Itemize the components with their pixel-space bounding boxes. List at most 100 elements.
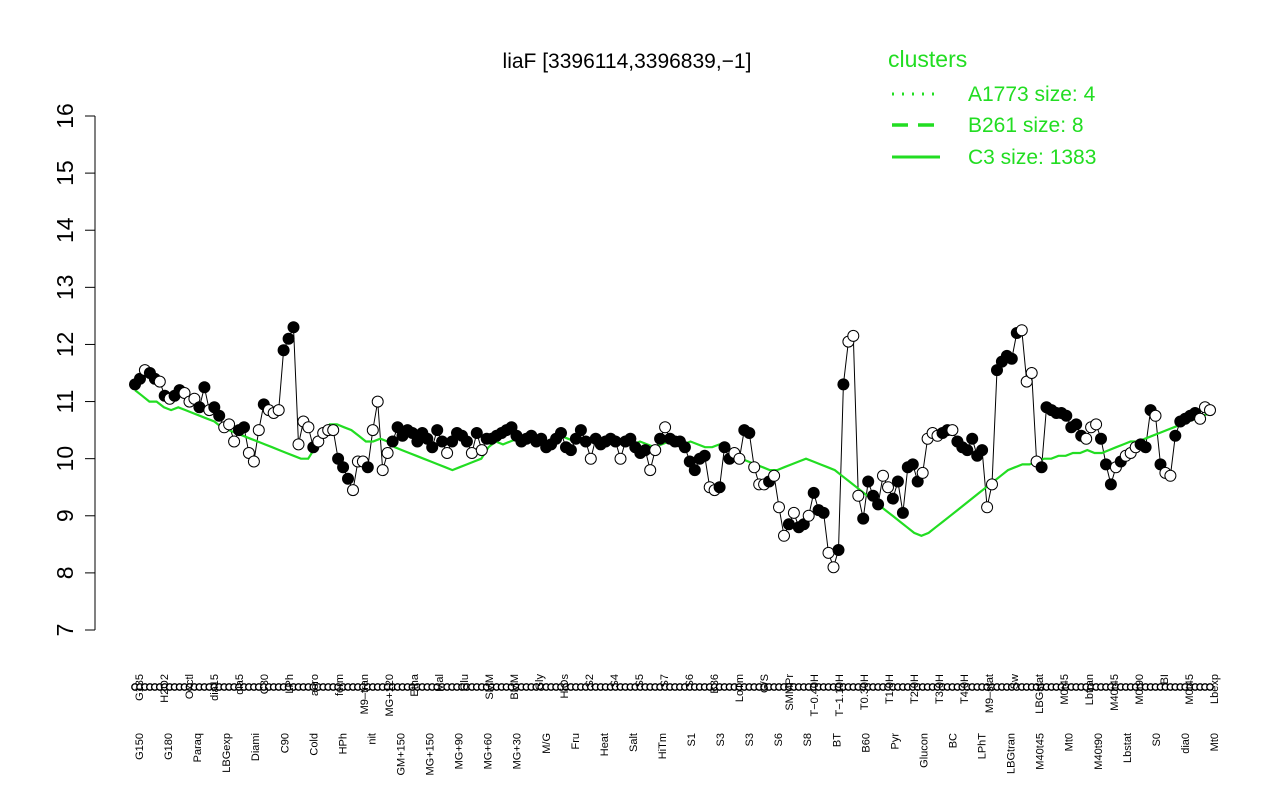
data-point xyxy=(644,464,657,477)
data-point xyxy=(857,512,870,525)
data-point xyxy=(787,506,800,519)
data-point xyxy=(981,501,994,514)
x-tick-label: S1 xyxy=(686,733,698,746)
x-tick-label: Cold xyxy=(308,733,320,756)
x-tick-label: T−0.40H xyxy=(809,674,821,717)
x-tick-label: MG+90 xyxy=(454,733,466,769)
data-point xyxy=(713,481,726,494)
x-tick-label: MG+30 xyxy=(512,733,524,769)
data-point xyxy=(1005,352,1018,365)
x-tick-label: S7 xyxy=(659,674,671,687)
x-tick-label: MG+120 xyxy=(384,674,396,717)
x-tick-label: G/S xyxy=(759,674,771,693)
x-tick-label: LPh xyxy=(284,674,296,694)
data-point xyxy=(465,447,478,459)
x-tick-label: S6 xyxy=(684,674,696,687)
data-point xyxy=(431,424,444,437)
x-tick-label: H2O2 xyxy=(159,674,171,703)
data-point xyxy=(1164,469,1177,482)
x-tick-label: BT xyxy=(831,733,843,747)
x-tick-label: Lbtran xyxy=(1084,674,1096,705)
data-point xyxy=(678,441,691,454)
x-tick-label: S2 xyxy=(584,674,596,687)
data-point xyxy=(782,518,795,531)
x-tick-label: T3.0H xyxy=(934,674,946,704)
data-point xyxy=(1035,461,1048,474)
data-point xyxy=(153,375,166,388)
x-tick-label: S6 xyxy=(773,733,785,746)
x-tick-label: HiOs xyxy=(559,674,571,699)
data-point xyxy=(272,404,285,417)
data-point xyxy=(733,452,746,465)
x-tick-label: M9–tran xyxy=(359,674,371,714)
data-point xyxy=(802,509,815,522)
x-tick-label: Mal xyxy=(434,674,446,692)
data-point xyxy=(277,344,290,357)
data-point xyxy=(852,489,865,502)
x-tick-label: C30 xyxy=(259,674,271,694)
data-point xyxy=(698,449,711,462)
x-tick-label: SMMPr xyxy=(784,674,796,711)
x-tick-label: BI xyxy=(1159,674,1171,684)
data-point xyxy=(773,501,785,514)
data-point xyxy=(961,444,974,457)
legend: clusters A1773 size: 4 B261 size: 8 C3 s… xyxy=(888,46,1096,169)
data-point xyxy=(574,424,587,437)
data-point xyxy=(649,444,662,457)
x-tick-label: Glucon xyxy=(919,733,931,768)
x-labels-upper: G135 H2O2 Oxctl dia15 dia5 C30 LPh aero ferm M9–t… xyxy=(134,673,1221,716)
data-point xyxy=(287,321,300,334)
data-point xyxy=(832,544,845,556)
legend-label-b261: B261 size: 8 xyxy=(968,114,1084,137)
x-tick-label: Diami xyxy=(250,733,262,761)
x-tick-label: ferm xyxy=(334,674,346,696)
legend-label-c3: C3 size: 1383 xyxy=(968,146,1096,169)
data-point xyxy=(743,427,756,439)
data-point xyxy=(837,378,850,391)
legend-label-a1773: A1773 size: 4 xyxy=(968,83,1096,106)
x-tick-label: Mt0 xyxy=(1064,733,1076,751)
x-tick-label: Sw xyxy=(1009,674,1021,689)
x-tick-label: MG+60 xyxy=(483,733,495,769)
y-tick-label: 16 xyxy=(52,103,78,129)
x-tick-label: M/G xyxy=(541,733,553,754)
x-tick-label: BC xyxy=(948,733,960,748)
x-tick-label: S8 xyxy=(802,733,814,746)
data-point xyxy=(1149,409,1162,422)
data-point xyxy=(213,409,226,422)
x-tick-label: Lbexp xyxy=(1209,674,1221,704)
x-tick-label: LoTm xyxy=(734,674,746,702)
x-tick-label: T4.0H xyxy=(959,674,971,704)
data-point xyxy=(386,435,399,448)
data-point xyxy=(609,435,622,448)
x-tick-label: aero xyxy=(309,674,321,696)
data-point xyxy=(381,447,394,459)
x-tick-label: S5 xyxy=(634,674,646,687)
data-point xyxy=(1139,441,1152,454)
data-point xyxy=(916,466,929,479)
x-tick-label: Etha xyxy=(409,673,421,697)
data-point xyxy=(361,461,374,474)
x-tick-label: BMM xyxy=(509,674,521,700)
x-labels-lower: G150 G180 Paraq LBGexp Diami C90 Cold HPh nit GM+… xyxy=(134,733,1221,776)
y-tick-label: 11 xyxy=(52,390,78,414)
x-tick-label: Paraq xyxy=(192,733,204,762)
data-point xyxy=(986,478,998,491)
data-point xyxy=(441,447,454,459)
data-point xyxy=(564,444,577,457)
x-tick-label: S4 xyxy=(609,674,621,687)
y-tick-label: 14 xyxy=(52,217,78,243)
data-point xyxy=(436,435,449,448)
x-tick-label: Glu xyxy=(459,674,471,691)
data-point xyxy=(282,332,295,345)
x-tick-label: M40t90 xyxy=(1093,733,1105,770)
data-point xyxy=(376,464,389,477)
y-tick-label: 7 xyxy=(52,624,78,637)
data-point xyxy=(1015,324,1028,337)
x-tick-label: T2.0H xyxy=(909,674,921,704)
x-tick-label: MG+150 xyxy=(425,733,437,776)
x-tick-label: SMM xyxy=(484,674,496,700)
x-tick-label: HPh xyxy=(337,733,349,754)
data-point xyxy=(906,458,919,471)
